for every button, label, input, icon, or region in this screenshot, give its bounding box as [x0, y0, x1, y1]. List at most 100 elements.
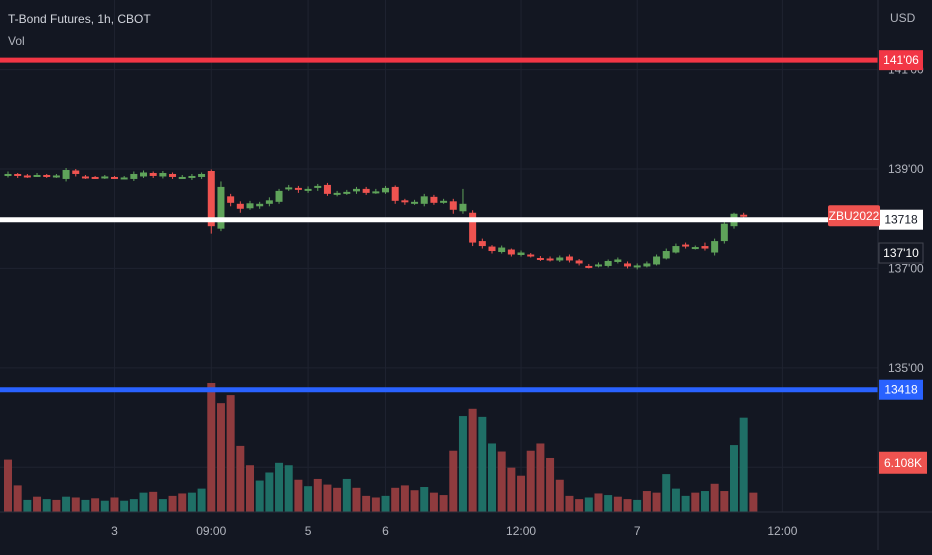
- candle-body[interactable]: [275, 190, 283, 202]
- candle-body[interactable]: [682, 244, 690, 247]
- candle-body[interactable]: [362, 188, 370, 193]
- candle-body[interactable]: [159, 172, 167, 177]
- candle-body[interactable]: [575, 260, 583, 264]
- candle-body[interactable]: [81, 176, 89, 179]
- candle-body[interactable]: [207, 170, 215, 227]
- volume-bar: [42, 499, 51, 512]
- candle-body[interactable]: [198, 173, 206, 177]
- candle-body[interactable]: [265, 200, 273, 204]
- candle-body[interactable]: [333, 192, 341, 195]
- candle-body[interactable]: [101, 176, 109, 179]
- candle-body[interactable]: [401, 200, 409, 203]
- candle-body[interactable]: [130, 173, 138, 179]
- candle-body[interactable]: [304, 188, 312, 191]
- candle-body[interactable]: [585, 265, 593, 268]
- candle-body[interactable]: [372, 191, 380, 194]
- candle-body[interactable]: [565, 256, 573, 261]
- candle-body[interactable]: [662, 251, 670, 259]
- candle-body[interactable]: [323, 184, 331, 194]
- candle-body[interactable]: [653, 256, 661, 265]
- candle-body[interactable]: [624, 263, 632, 267]
- candle-body[interactable]: [382, 187, 390, 193]
- candle-body[interactable]: [546, 258, 554, 261]
- x-tick-label: 12:00: [767, 524, 797, 538]
- candle-body[interactable]: [517, 252, 525, 256]
- candle-body[interactable]: [498, 247, 506, 253]
- candle-body[interactable]: [469, 212, 477, 243]
- candle-body[interactable]: [440, 200, 448, 203]
- candle-body[interactable]: [352, 188, 360, 192]
- candle-body[interactable]: [236, 203, 244, 209]
- candle-body[interactable]: [430, 196, 438, 203]
- candle-body[interactable]: [4, 173, 12, 176]
- candle-body[interactable]: [188, 175, 196, 178]
- y-tick-label: 139'00: [888, 162, 924, 176]
- candle-body[interactable]: [343, 191, 351, 194]
- candle-body[interactable]: [391, 186, 399, 201]
- price-level-badge: [879, 50, 923, 71]
- candle-body[interactable]: [594, 264, 602, 267]
- volume-bar: [671, 488, 680, 512]
- candle-body[interactable]: [91, 176, 99, 179]
- candle-body[interactable]: [246, 203, 254, 209]
- candle-body[interactable]: [140, 172, 148, 177]
- candle-body[interactable]: [43, 174, 51, 177]
- volume-bar: [110, 497, 119, 512]
- volume-bar: [294, 479, 303, 512]
- price-level-badge: [879, 209, 923, 230]
- candle-body[interactable]: [459, 203, 467, 212]
- candle-body[interactable]: [633, 265, 641, 268]
- candle-body[interactable]: [672, 246, 680, 253]
- candle-body[interactable]: [711, 241, 719, 253]
- volume-bar: [33, 496, 42, 512]
- candle-body[interactable]: [720, 223, 728, 242]
- volume-bar: [691, 492, 700, 512]
- candle-body[interactable]: [556, 257, 564, 261]
- candle-body[interactable]: [294, 187, 302, 190]
- candle-body[interactable]: [217, 186, 225, 229]
- volume-bar: [710, 483, 719, 512]
- candle-body[interactable]: [691, 247, 699, 250]
- volume-bar: [604, 495, 613, 512]
- candle-body[interactable]: [62, 170, 70, 179]
- candle-body[interactable]: [527, 254, 535, 257]
- candle-body[interactable]: [120, 177, 128, 180]
- candle-body[interactable]: [169, 173, 177, 177]
- candle-body[interactable]: [23, 175, 31, 178]
- candle-body[interactable]: [52, 175, 60, 178]
- y-tick-label: 137'00: [888, 261, 924, 275]
- candle-body[interactable]: [227, 196, 235, 203]
- candle-body[interactable]: [643, 263, 651, 267]
- candle-body[interactable]: [536, 257, 544, 260]
- volume-bar: [255, 480, 264, 512]
- volume-bar: [313, 478, 322, 512]
- candle-body[interactable]: [488, 246, 496, 252]
- candle-body[interactable]: [420, 196, 428, 204]
- candle-body[interactable]: [72, 170, 80, 174]
- candle-body[interactable]: [449, 201, 457, 210]
- volume-bar: [652, 492, 661, 512]
- candle-body[interactable]: [507, 249, 515, 255]
- x-tick-label: 7: [634, 524, 641, 538]
- candle-body[interactable]: [178, 176, 186, 179]
- candle-body[interactable]: [285, 187, 293, 190]
- candle-body[interactable]: [614, 259, 622, 262]
- candle-body[interactable]: [314, 185, 322, 188]
- candle-body[interactable]: [256, 203, 264, 207]
- candle-body[interactable]: [604, 260, 612, 266]
- candle-body[interactable]: [33, 174, 41, 177]
- volume-bar: [371, 497, 380, 512]
- candle-body[interactable]: [701, 246, 709, 249]
- candle-body[interactable]: [411, 201, 419, 204]
- volume-bar: [139, 492, 148, 512]
- volume-bar: [187, 492, 196, 512]
- candle-body[interactable]: [740, 214, 748, 217]
- candle-body[interactable]: [110, 176, 118, 179]
- x-tick-label: 3: [111, 524, 118, 538]
- candle-body[interactable]: [149, 172, 157, 176]
- volume-bar: [613, 496, 622, 512]
- candle-body[interactable]: [478, 241, 486, 247]
- candle-body[interactable]: [14, 173, 22, 176]
